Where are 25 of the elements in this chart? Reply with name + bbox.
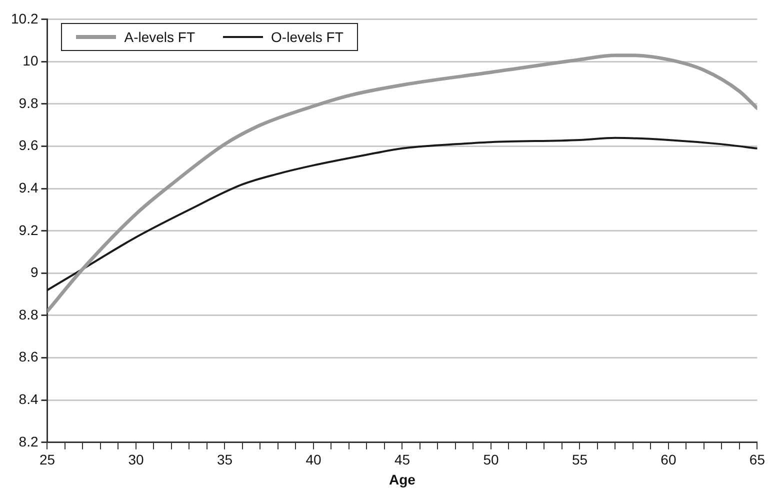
y-tick-label: 8.6 (18, 348, 38, 365)
y-tick-label: 10 (22, 52, 38, 69)
y-tick-label: 9.6 (18, 137, 38, 154)
y-tick-label: 10.2 (11, 10, 38, 26)
line-series (47, 54, 758, 314)
x-tick-label: 35 (216, 452, 233, 468)
legend-label: O-levels FT (271, 29, 344, 46)
y-tick-label: 9.4 (18, 179, 38, 196)
legend-label: A-levels FT (124, 29, 196, 46)
x-tick-label: 40 (306, 452, 322, 468)
x-tick-label: 65 (749, 452, 766, 468)
x-tick-label: 45 (394, 452, 410, 468)
x-tick-label: 25 (39, 452, 56, 468)
y-tick-label: 8.2 (18, 433, 38, 450)
y-tick-label: 8.4 (18, 390, 38, 407)
x-axis-title: Age (389, 471, 416, 488)
y-tick-label: 9.2 (18, 222, 38, 238)
x-tick-label: 55 (572, 452, 588, 468)
y-tick-label: 9.8 (18, 94, 38, 111)
x-tick-label: 30 (128, 452, 144, 468)
line-series (47, 136, 758, 292)
x-tick-label: 50 (483, 452, 499, 468)
y-tick-label: 9 (30, 264, 38, 280)
x-tick-label: 60 (660, 452, 676, 468)
y-tick-label: 8.8 (18, 306, 38, 322)
